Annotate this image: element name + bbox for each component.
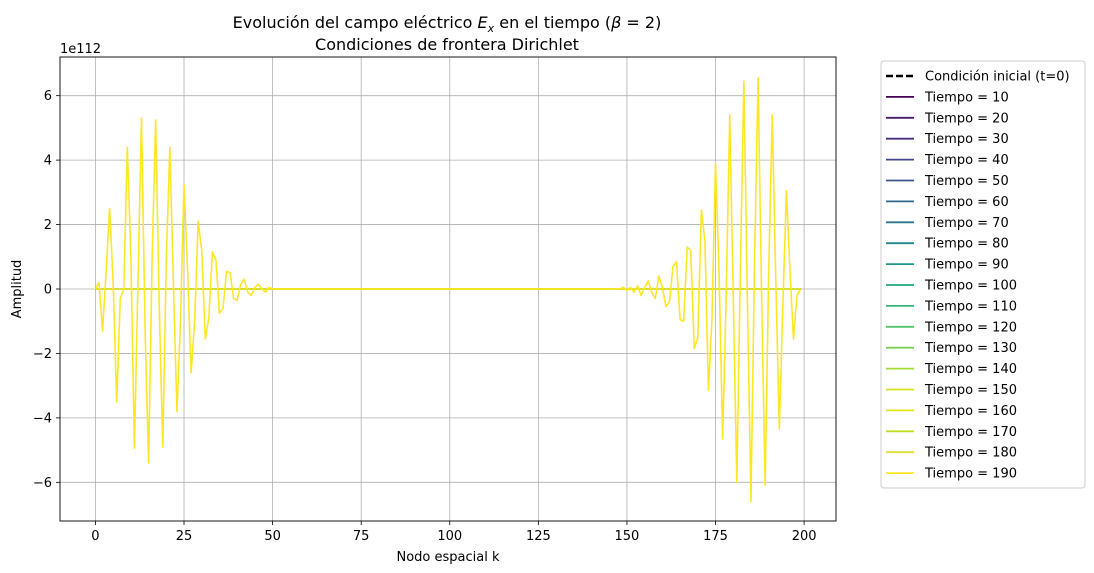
legend-label: Tiempo = 70	[924, 216, 1009, 231]
legend-entry: Tiempo = 90	[886, 258, 1009, 273]
legend-label: Tiempo = 40	[924, 153, 1009, 168]
y-tick-label: −6	[33, 476, 52, 491]
legend-entry: Tiempo = 120	[886, 320, 1017, 335]
legend-entry: Tiempo = 190	[886, 467, 1017, 482]
legend-entry: Tiempo = 60	[886, 195, 1009, 210]
series-line-tiempo-190	[94, 77, 802, 503]
x-tick-label: 125	[526, 529, 551, 544]
legend-label: Tiempo = 140	[924, 362, 1017, 377]
x-tick-label: 175	[703, 529, 728, 544]
legend-label: Tiempo = 90	[924, 258, 1009, 273]
legend-label: Tiempo = 80	[924, 237, 1009, 252]
legend-entry: Tiempo = 50	[886, 174, 1009, 189]
legend-entry: Tiempo = 150	[886, 383, 1017, 398]
legend-label: Tiempo = 180	[924, 446, 1017, 461]
legend-entry: Tiempo = 70	[886, 216, 1009, 231]
legend-label: Tiempo = 150	[924, 383, 1017, 398]
legend-label: Tiempo = 160	[924, 404, 1017, 419]
y-tick-label: 4	[44, 154, 52, 169]
x-axis-ticks: 0 25 50 75 100 125 150 175 200	[91, 521, 817, 544]
y-tick-label: 0	[44, 283, 52, 298]
legend-label: Tiempo = 190	[924, 467, 1017, 482]
chart-title-line1: Evolución del campo eléctrico Ex en el t…	[233, 13, 662, 35]
series-lines	[94, 77, 802, 503]
x-tick-label: 150	[615, 529, 640, 544]
legend-entry: Tiempo = 170	[886, 425, 1017, 440]
y-axis-ticks: −6 −4 −2 0 2 4 6	[33, 89, 60, 491]
legend-entry: Tiempo = 110	[886, 299, 1017, 314]
legend-label: Tiempo = 30	[924, 132, 1009, 147]
chart-title-line2: Condiciones de frontera Dirichlet	[315, 35, 579, 54]
legend-entry: Tiempo = 40	[886, 153, 1009, 168]
x-tick-label: 200	[792, 529, 817, 544]
legend-label: Tiempo = 50	[924, 174, 1009, 189]
legend-label: Tiempo = 120	[924, 320, 1017, 335]
y-axis-label: Amplitud	[10, 260, 25, 319]
legend-label: Tiempo = 170	[924, 425, 1017, 440]
plot-area: 0 25 50 75 100 125 150 175 200 −6 −4 −2 0 2 4 6	[33, 56, 837, 544]
x-axis-label: Nodo espacial k	[396, 550, 499, 565]
y-axis-offset-text: 1e112	[60, 42, 101, 57]
legend-entry: Tiempo = 20	[886, 111, 1009, 126]
legend-entry: Tiempo = 10	[886, 90, 1009, 105]
legend-label: Tiempo = 10	[924, 90, 1009, 105]
x-tick-label: 25	[176, 529, 193, 544]
legend-entry: Condición inicial (t=0)	[886, 70, 1070, 85]
legend-label: Tiempo = 100	[924, 279, 1017, 294]
legend-entry: Tiempo = 100	[886, 279, 1017, 294]
y-tick-label: 6	[44, 89, 52, 104]
legend-box	[880, 60, 1086, 489]
x-tick-label: 50	[264, 529, 281, 544]
legend: Condición inicial (t=0) Tiempo = 10 Tiempo…	[880, 60, 1086, 489]
legend-entry: Tiempo = 180	[886, 446, 1017, 461]
legend-label: Tiempo = 110	[924, 299, 1017, 314]
legend-entry: Tiempo = 30	[886, 132, 1009, 147]
legend-entries: Condición inicial (t=0) Tiempo = 10 Tiempo…	[886, 70, 1070, 482]
y-tick-label: 2	[44, 218, 52, 233]
x-tick-label: 0	[91, 529, 99, 544]
legend-entry: Tiempo = 130	[886, 341, 1017, 356]
x-tick-label: 100	[437, 529, 462, 544]
legend-entry: Tiempo = 140	[886, 362, 1017, 377]
y-tick-label: −2	[33, 347, 52, 362]
legend-entry: Tiempo = 80	[886, 237, 1009, 252]
y-tick-label: −4	[33, 411, 52, 426]
legend-label: Tiempo = 60	[924, 195, 1009, 210]
legend-entry: Tiempo = 160	[886, 404, 1017, 419]
legend-label: Tiempo = 130	[924, 341, 1017, 356]
legend-label: Tiempo = 20	[924, 111, 1009, 126]
legend-label: Condición inicial (t=0)	[925, 70, 1070, 85]
x-tick-label: 75	[353, 529, 370, 544]
